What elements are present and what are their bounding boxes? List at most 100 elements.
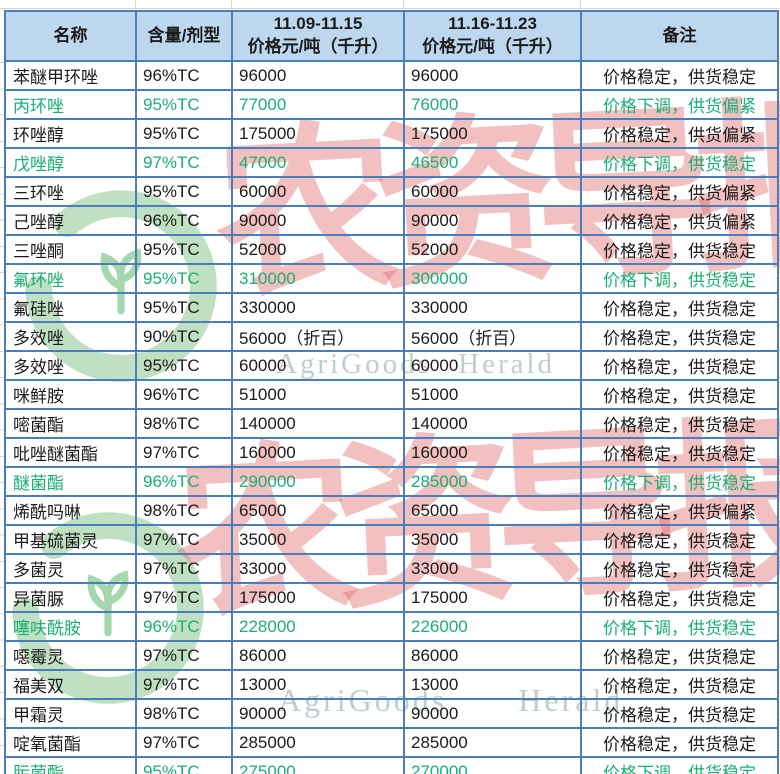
cell-price-week1: 77000 [231,89,405,120]
cell-price-week2: 96000 [403,60,582,91]
table-row: 噁霉灵 97%TC 86000 86000 价格稳定，供货稳定 [4,640,779,671]
cell-price-week2: 285000 [403,727,582,758]
cell-remark: 价格下调，供货稳定 [580,147,779,178]
cell-name: 福美双 [4,669,137,700]
table-row: 多效唑 90%TC 56000（折百） 56000（折百） 价格稳定，供货稳定 [4,321,779,352]
table-row: 环唑醇 95%TC 175000 175000 价格稳定，供货偏紧 [4,118,779,149]
cell-spec: 95%TC [135,756,233,774]
cell-remark: 价格下调，供货稳定 [580,611,779,642]
cell-remark: 价格稳定，供货偏紧 [580,118,779,149]
table-row: 醚菌酯 96%TC 290000 285000 价格下调，供货稳定 [4,466,779,497]
table-row: 噻呋酰胺 96%TC 228000 226000 价格下调，供货稳定 [4,611,779,642]
header-week1-unit: 价格元/吨（千升） [247,37,389,56]
table-row: 烯酰吗啉 98%TC 65000 65000 价格稳定，供货偏紧 [4,495,779,526]
cell-price-week2: 160000 [403,437,582,468]
cell-spec: 97%TC [135,553,233,584]
table-row: 肟菌酯 95%TC 275000 270000 价格下调，供货稳定 [4,756,779,774]
cell-name: 醚菌酯 [4,466,137,497]
cell-name: 己唑醇 [4,205,137,236]
cell-price-week2: 60000 [403,350,582,381]
header-spec: 含量/剂型 [135,10,233,62]
cell-price-week1: 285000 [231,727,405,758]
cell-remark: 价格稳定，供货稳定 [580,524,779,555]
cell-price-week2: 13000 [403,669,582,700]
cell-spec: 95%TC [135,176,233,207]
cell-remark: 价格下调，供货偏紧 [580,89,779,120]
cell-price-week1: 290000 [231,466,405,497]
table-row: 丙环唑 95%TC 77000 76000 价格下调，供货偏紧 [4,89,779,120]
cell-name: 吡唑醚菌酯 [4,437,137,468]
cell-remark: 价格稳定，供货稳定 [580,60,779,91]
cell-price-week1: 175000 [231,582,405,613]
cell-price-week1: 140000 [231,408,405,439]
table-row: 福美双 97%TC 13000 13000 价格稳定，供货稳定 [4,669,779,700]
gridline [403,0,404,8]
cell-name: 三环唑 [4,176,137,207]
table-row: 氟硅唑 95%TC 330000 330000 价格稳定，供货稳定 [4,292,779,323]
cell-remark: 价格稳定，供货稳定 [580,321,779,352]
cell-remark: 价格稳定，供货稳定 [580,437,779,468]
cell-name: 啶氧菌酯 [4,727,137,758]
cell-spec: 97%TC [135,582,233,613]
cell-name: 嘧菌酯 [4,408,137,439]
header-week2-dates: 11.16-11.23 [448,14,537,34]
cell-remark: 价格稳定，供货稳定 [580,350,779,381]
cell-price-week1: 90000 [231,205,405,236]
cell-price-week2: 90000 [403,205,582,236]
table-row: 三唑酮 95%TC 52000 52000 价格稳定，供货稳定 [4,234,779,265]
header-row: 名称 含量/剂型 11.09-11.15 价格元/吨（千升） 11.16-11.… [4,10,779,62]
gridline [0,8,780,9]
cell-price-week2: 65000 [403,495,582,526]
price-table: 名称 含量/剂型 11.09-11.15 价格元/吨（千升） 11.16-11.… [4,10,779,774]
cell-spec: 96%TC [135,379,233,410]
cell-price-week2: 35000 [403,524,582,555]
cell-name: 烯酰吗啉 [4,495,137,526]
table-row: 吡唑醚菌酯 97%TC 160000 160000 价格稳定，供货稳定 [4,437,779,468]
table-row: 氟环唑 95%TC 310000 300000 价格下调，供货稳定 [4,263,779,294]
gridline [0,62,4,770]
cell-spec: 97%TC [135,147,233,178]
cell-spec: 96%TC [135,60,233,91]
cell-remark: 价格稳定，供货稳定 [580,292,779,323]
cell-price-week1: 65000 [231,495,405,526]
cell-price-week1: 96000 [231,60,405,91]
cell-spec: 97%TC [135,524,233,555]
cell-price-week2: 52000 [403,234,582,265]
cell-price-week1: 56000（折百） [231,321,405,352]
cell-price-week1: 35000 [231,524,405,555]
cell-price-week2: 56000（折百） [403,321,582,352]
cell-price-week2: 60000 [403,176,582,207]
cell-price-week1: 33000 [231,553,405,584]
cell-price-week2: 175000 [403,118,582,149]
cell-spec: 96%TC [135,466,233,497]
cell-spec: 98%TC [135,698,233,729]
cell-price-week2: 300000 [403,263,582,294]
cell-price-week2: 86000 [403,640,582,671]
header-remark: 备注 [580,10,779,62]
cell-spec: 96%TC [135,205,233,236]
cell-spec: 95%TC [135,234,233,265]
cell-price-week2: 140000 [403,408,582,439]
cell-name: 肟菌酯 [4,756,137,774]
gridline [580,0,581,8]
gridline [135,0,136,8]
cell-price-week1: 90000 [231,698,405,729]
cell-price-week2: 226000 [403,611,582,642]
table-row: 嘧菌酯 98%TC 140000 140000 价格稳定，供货稳定 [4,408,779,439]
cell-remark: 价格稳定，供货偏紧 [580,205,779,236]
cell-price-week1: 13000 [231,669,405,700]
cell-remark: 价格稳定，供货稳定 [580,234,779,265]
cell-remark: 价格稳定，供货偏紧 [580,176,779,207]
cell-spec: 95%TC [135,118,233,149]
header-week2-unit: 价格元/吨（千升） [422,37,563,56]
table-row: 咪鲜胺 96%TC 51000 51000 价格稳定，供货稳定 [4,379,779,410]
cell-spec: 95%TC [135,89,233,120]
cell-name: 氟硅唑 [4,292,137,323]
cell-price-week1: 275000 [231,756,405,774]
cell-name: 多效唑 [4,350,137,381]
cell-spec: 95%TC [135,350,233,381]
cell-name: 多菌灵 [4,553,137,584]
header-week1-dates: 11.09-11.15 [273,14,363,34]
cell-spec: 95%TC [135,292,233,323]
cell-spec: 98%TC [135,408,233,439]
